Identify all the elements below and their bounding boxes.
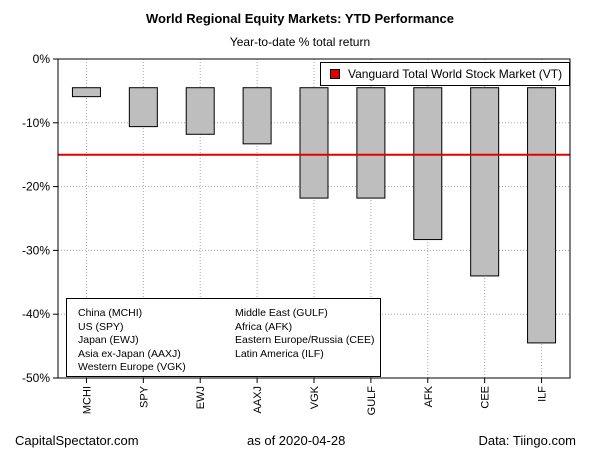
bar-mchi [71,87,101,98]
x-tick-label: ILF [537,386,549,402]
bar-aaxj [242,87,272,145]
legend-entry: Eastern Europe/Russia (CEE) [235,334,375,346]
x-tick-label: GULF [366,386,378,416]
footer-data-source: Data: Tiingo.com [478,433,576,448]
legend-entry: Africa (AFK) [235,320,293,333]
footer-as-of: as of 2020-04-28 [247,433,346,448]
y-tick-label: -20% [22,180,50,194]
footer-site: CapitalSpectator.com [15,433,139,448]
legend-entry: Japan (EWJ) [78,334,139,346]
legend-entry: Latin America (ILF) [235,347,324,360]
ticker-legend-column-2: Middle East (GULF) Africa (AFK) Eastern … [235,307,374,361]
reference-legend-label: Vanguard Total World Stock Market (VT) [348,67,563,81]
chart-title: World Regional Equity Markets: YTD Perfo… [146,11,454,26]
bar-ewj [185,87,215,135]
bar-ilf [527,87,557,344]
legend-entry: China (MCHI) [78,307,143,319]
reference-legend: Vanguard Total World Stock Market (VT) [320,62,570,86]
chart-subtitle: Year-to-date % total return [229,35,371,49]
ticker-legend-column-1: China (MCHI) US (SPY) Japan (EWJ) Asia e… [78,307,186,375]
ticker-name-legend: China (MCHI) US (SPY) Japan (EWJ) Asia e… [66,298,381,377]
x-tick-label: AFK [423,385,435,407]
bar-spy [128,87,158,128]
x-tick-label: AAXJ [252,386,264,414]
x-tick-label: VGK [309,385,321,409]
reference-legend-swatch [330,69,340,79]
legend-entry: US (SPY) [78,320,124,333]
legend-entry: Western Europe (VGK) [78,361,186,373]
y-tick-label: -50% [22,371,50,385]
legend-entry: Middle East (GULF) [235,307,328,319]
bar-vgk [299,87,329,199]
y-tick-label: 0% [33,52,51,66]
x-tick-label: MCHI [81,386,93,414]
bar-cee [470,87,500,277]
y-tick-label: -10% [22,116,50,130]
bar-gulf [356,87,386,199]
bar-afk [413,87,443,241]
x-tick-label: SPY [138,385,150,408]
x-tick-label: CEE [480,386,492,409]
x-tick-label: EWJ [195,386,207,409]
legend-entry: Asia ex-Japan (AAXJ) [78,347,181,360]
y-tick-label: -40% [22,307,50,321]
y-tick-label: -30% [22,243,50,257]
